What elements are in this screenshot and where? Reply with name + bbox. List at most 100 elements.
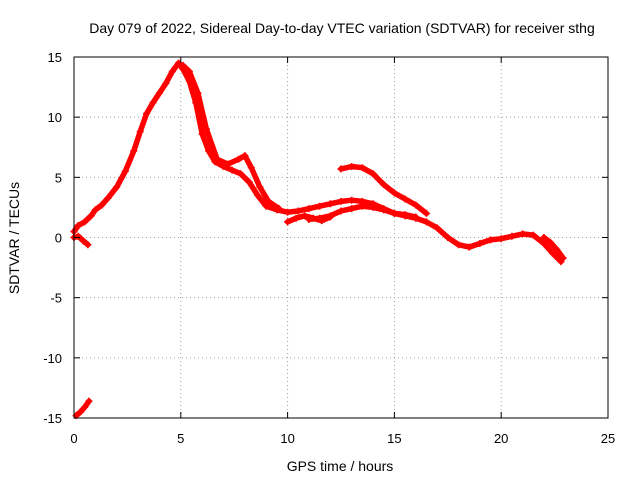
data-point bbox=[444, 234, 452, 241]
series-branch-5-to-8h bbox=[179, 61, 283, 213]
data-point bbox=[284, 208, 292, 216]
chart-title: Day 079 of 2022, Sidereal Day-to-day VTE… bbox=[89, 20, 595, 36]
data-point bbox=[548, 249, 556, 257]
data-point bbox=[540, 234, 548, 241]
series-band bbox=[541, 234, 566, 261]
series-main bbox=[70, 59, 565, 266]
data-point bbox=[337, 207, 345, 215]
data-point bbox=[540, 240, 548, 248]
x-tick-label: 0 bbox=[70, 431, 77, 446]
data-point bbox=[348, 205, 356, 213]
y-tick-label: -10 bbox=[43, 351, 62, 366]
data-point bbox=[81, 403, 89, 411]
series-low-start bbox=[72, 397, 93, 420]
data-point bbox=[76, 408, 84, 416]
x-tick-label: 15 bbox=[387, 431, 401, 446]
series-band bbox=[71, 60, 564, 265]
data-point bbox=[390, 189, 398, 197]
data-point bbox=[326, 200, 334, 208]
data-point bbox=[380, 181, 388, 189]
x-axis-ticks: 0 5 10 15 20 25 bbox=[70, 57, 615, 446]
y-axis-ticks: -15 -10 -5 0 5 10 15 bbox=[43, 50, 608, 426]
y-axis-label: SDTVAR / TECUs bbox=[6, 182, 22, 294]
data-point bbox=[179, 61, 187, 69]
data-point bbox=[318, 217, 326, 225]
data-point bbox=[85, 397, 93, 405]
data-point bbox=[348, 196, 356, 204]
data-point bbox=[98, 201, 106, 209]
data-point bbox=[202, 125, 210, 133]
data-point bbox=[301, 212, 309, 220]
series-band bbox=[180, 62, 282, 212]
data-point bbox=[81, 218, 89, 226]
x-axis-label: GPS time / hours bbox=[287, 458, 394, 474]
data-point bbox=[284, 218, 292, 226]
data-point bbox=[80, 237, 88, 245]
data-point bbox=[497, 235, 505, 243]
data-point bbox=[358, 164, 366, 172]
data-point bbox=[143, 110, 151, 118]
data-point bbox=[254, 191, 262, 199]
data-point bbox=[264, 197, 272, 205]
data-point bbox=[91, 206, 99, 214]
x-tick-label: 25 bbox=[601, 431, 615, 446]
data-point bbox=[519, 230, 527, 238]
x-tick-label: 10 bbox=[280, 431, 294, 446]
data-point bbox=[348, 163, 356, 171]
series-branch-10-to-12h bbox=[284, 212, 334, 226]
data-point bbox=[194, 89, 202, 97]
data-point bbox=[275, 205, 283, 213]
data-point bbox=[294, 207, 302, 215]
data-point bbox=[168, 67, 176, 75]
data-point bbox=[401, 211, 409, 219]
data-point bbox=[546, 238, 554, 246]
data-point bbox=[130, 147, 138, 155]
data-point bbox=[309, 214, 317, 222]
data-point bbox=[74, 221, 82, 229]
data-point bbox=[149, 99, 157, 107]
data-point bbox=[390, 209, 398, 217]
data-point bbox=[337, 165, 345, 173]
y-tick-label: 0 bbox=[55, 231, 62, 246]
data-point bbox=[305, 205, 313, 213]
data-point bbox=[454, 241, 462, 249]
data-point bbox=[529, 231, 537, 239]
data-point bbox=[465, 243, 473, 251]
data-point bbox=[380, 206, 388, 214]
data-point bbox=[234, 155, 242, 163]
data-point bbox=[326, 213, 334, 221]
series-end-spur bbox=[540, 234, 567, 262]
data-point bbox=[136, 128, 144, 136]
data-point bbox=[508, 232, 516, 240]
data-point bbox=[213, 155, 221, 163]
data-point bbox=[245, 178, 253, 186]
data-series bbox=[70, 59, 567, 420]
data-point bbox=[198, 130, 206, 138]
data-point bbox=[369, 203, 377, 211]
y-tick-label: 5 bbox=[55, 170, 62, 185]
data-point bbox=[256, 183, 264, 191]
data-point bbox=[262, 202, 270, 210]
data-point bbox=[412, 213, 420, 221]
data-point bbox=[433, 224, 441, 232]
y-tick-label: 10 bbox=[48, 110, 62, 125]
x-tick-label: 20 bbox=[494, 431, 508, 446]
data-point bbox=[84, 241, 92, 249]
data-point bbox=[155, 89, 163, 97]
data-point bbox=[87, 212, 95, 220]
y-tick-label: 15 bbox=[48, 50, 62, 65]
data-point bbox=[369, 170, 377, 178]
data-point bbox=[422, 209, 430, 217]
grid bbox=[74, 57, 608, 418]
data-point bbox=[476, 240, 484, 248]
data-point bbox=[292, 214, 300, 222]
data-point bbox=[185, 67, 193, 75]
data-point bbox=[422, 218, 430, 226]
data-point bbox=[121, 167, 129, 175]
data-point bbox=[104, 194, 112, 202]
data-point bbox=[237, 170, 245, 178]
y-tick-label: -5 bbox=[50, 291, 62, 306]
series-branch-12-to-15h bbox=[337, 163, 430, 217]
data-point bbox=[553, 246, 561, 254]
